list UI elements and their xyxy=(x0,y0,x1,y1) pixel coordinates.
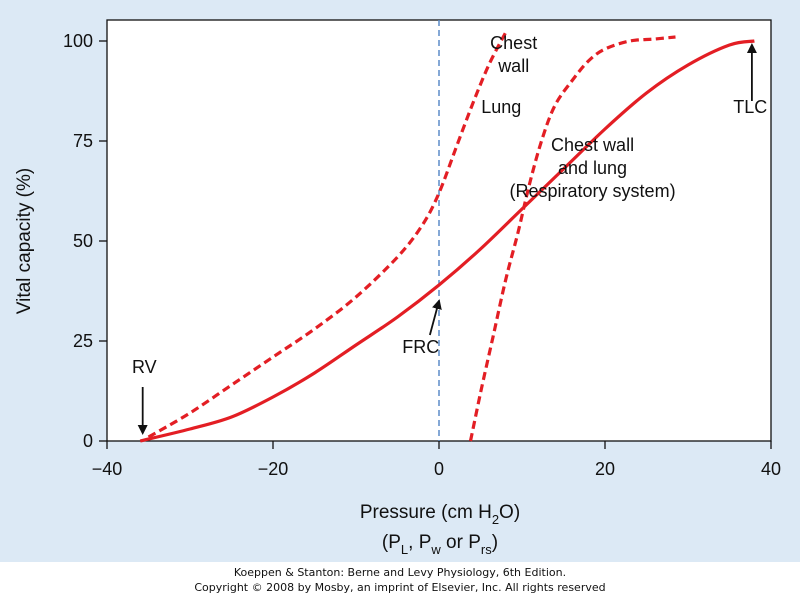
chest-wall-label-line: wall xyxy=(497,56,529,76)
series-group xyxy=(139,32,755,443)
chest-wall-label: Chest wall xyxy=(490,33,537,76)
series-line-respiratory-system xyxy=(139,39,755,443)
y-axis-title: Vital capacity (%) xyxy=(14,168,35,314)
x-tick-label: 40 xyxy=(761,459,781,479)
credit-line-2: Copyright © 2008 by Mosby, an imprint of… xyxy=(194,581,606,594)
rv-label: RV xyxy=(132,357,157,377)
frc-arrow xyxy=(429,299,442,336)
y-tick-label: 0 xyxy=(83,431,93,451)
tlc-label: TLC xyxy=(733,97,767,117)
lung-label-line: Lung xyxy=(481,97,521,117)
lung-label: Lung xyxy=(481,97,521,117)
respiratory-label: Chest wall and lung (Respiratory system) xyxy=(510,135,676,201)
y-tick-label: 25 xyxy=(73,331,93,351)
series-line-lung xyxy=(468,35,676,442)
x-axis-title: Pressure (cm H2O) xyxy=(360,502,520,527)
y-tick-label: 75 xyxy=(73,131,93,151)
x-tick-label: 0 xyxy=(434,459,444,479)
y-tick-label: 50 xyxy=(73,231,93,251)
respiratory-label-line: (Respiratory system) xyxy=(510,181,676,201)
arrows-group xyxy=(137,43,757,435)
chest-wall-label-line: Chest xyxy=(490,33,537,53)
respiratory-label-line: and lung xyxy=(558,158,627,178)
tlc-label-line: TLC xyxy=(733,97,767,117)
frc-label-line: FRC xyxy=(402,337,439,357)
x-tick-label: −40 xyxy=(92,459,123,479)
x-axis-subtitle: (PL, Pw or Prs) xyxy=(382,532,498,557)
x-tick-label: −20 xyxy=(258,459,289,479)
respiratory-label-line: Chest wall xyxy=(551,135,634,155)
annotations-group: Chest wall Lung Chest wall and lung (Respirat… xyxy=(132,33,767,377)
rv-label-line: RV xyxy=(132,357,157,377)
x-tick-label: 20 xyxy=(595,459,615,479)
y-tick-label: 100 xyxy=(63,31,93,51)
series-line-chest-wall xyxy=(147,32,507,439)
credit-line-1: Koeppen & Stanton: Berne and Levy Physio… xyxy=(233,566,567,579)
frc-label: FRC xyxy=(402,337,439,357)
ticks-group: −40 −20 0 20 40 0 25 50 75 100 xyxy=(63,31,781,479)
